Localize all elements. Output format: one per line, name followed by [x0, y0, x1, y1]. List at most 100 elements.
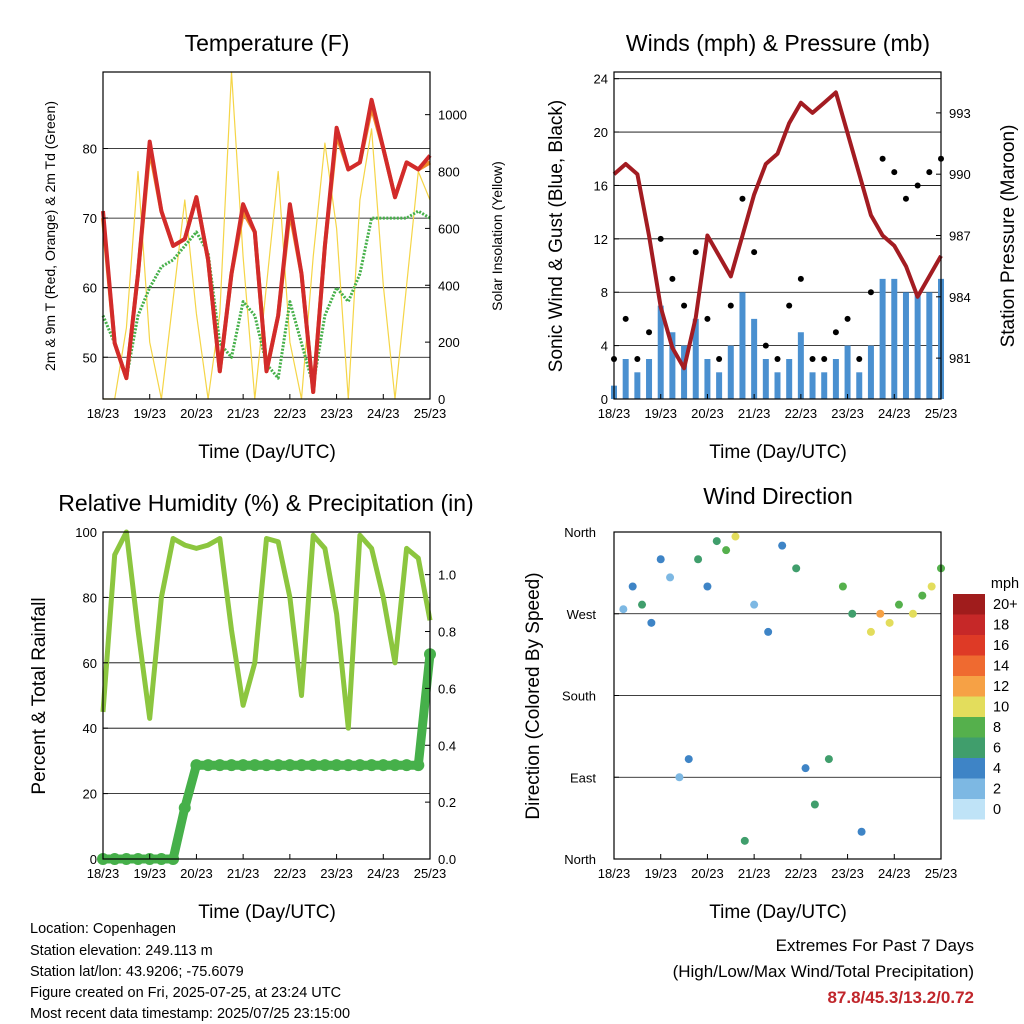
- x-tick-label: 20/23: [691, 866, 724, 881]
- y-tick-label-left: 4: [601, 339, 608, 354]
- y-tick-label-left: 20: [594, 125, 608, 140]
- precipitation-point: [330, 759, 343, 772]
- direction-point: [810, 800, 819, 809]
- winds-ylabel-right: Station Pressure (Maroon): [998, 125, 1019, 348]
- x-tick-label: 24/23: [367, 406, 400, 421]
- legend-label: 12: [993, 679, 1009, 695]
- y-tick-label-right: 987: [949, 229, 971, 244]
- legend-label: 14: [993, 659, 1009, 675]
- temperature-panel: Temperature (F) 18/23 19/23 20/23 21/23 22/2…: [42, 30, 505, 463]
- precipitation-point: [225, 759, 238, 772]
- y-tick-label-left: 24: [594, 72, 608, 87]
- x-tick-label: 18/23: [598, 866, 631, 881]
- winds-ylabel-left: Sonic Wind & Gust (Blue, Black): [546, 100, 567, 372]
- legend-label: 0: [993, 802, 1001, 818]
- x-tick-label: 20/23: [180, 866, 213, 881]
- temperature-ylabel-left: 2m & 9m T (Red, Orange) & 2m Td (Green): [42, 101, 58, 371]
- y-tick-label-left: 50: [83, 350, 97, 365]
- y-tick-label-left: 60: [83, 281, 97, 296]
- direction-point: [764, 627, 773, 636]
- precipitation-point: [412, 759, 425, 772]
- y-tick-label-left: 20: [83, 787, 97, 802]
- info-elevation: Station elevation: 249.113 m: [30, 943, 213, 959]
- x-tick-label: 21/23: [227, 406, 260, 421]
- direction-point: [824, 755, 833, 764]
- info-recent: Most recent data timestamp: 2025/07/25 2…: [30, 1006, 351, 1022]
- precipitation-point: [400, 759, 413, 772]
- gust-point: [867, 289, 874, 296]
- x-tick-label: 23/23: [831, 406, 864, 421]
- direction-panel: Wind Direction 18/23 19/23 20/23 21/23 22/23…: [523, 483, 1019, 923]
- direction-point: [656, 555, 665, 564]
- precipitation-point: [353, 759, 366, 772]
- precipitation-point: [213, 759, 226, 772]
- gust-point: [879, 155, 886, 162]
- x-tick-label: 18/23: [598, 406, 631, 421]
- gust-point: [716, 355, 723, 362]
- gust-point: [646, 329, 653, 336]
- x-tick-label: 19/23: [133, 866, 166, 881]
- gust-point: [751, 249, 758, 256]
- gust-point: [856, 355, 863, 362]
- legend-swatch: [953, 758, 985, 779]
- precipitation-point: [283, 759, 296, 772]
- y-tick-label-right: 400: [438, 278, 460, 293]
- direction-point: [857, 827, 866, 836]
- direction-point: [712, 537, 721, 546]
- y-tick-label-left: 70: [83, 211, 97, 226]
- direction-title: Wind Direction: [703, 483, 853, 509]
- y-tick-label-right: 0: [438, 392, 445, 407]
- direction-point: [722, 546, 731, 555]
- gust-point: [809, 355, 816, 362]
- y-tick-label-left: 0: [90, 852, 97, 867]
- direction-tick-label: West: [567, 607, 597, 622]
- x-tick-label: 23/23: [831, 866, 864, 881]
- y-tick-label-right: 990: [949, 167, 971, 182]
- gust-point: [727, 302, 734, 309]
- extremes-values: 87.8/45.3/13.2/0.72: [827, 988, 974, 1007]
- gust-point: [634, 355, 641, 362]
- direction-xlabel: Time (Day/UTC): [709, 902, 847, 923]
- direction-point: [801, 764, 810, 773]
- legend-label: 18: [993, 618, 1009, 634]
- gust-point: [926, 169, 933, 176]
- y-tick-label-left: 100: [75, 525, 97, 540]
- legend-swatch: [953, 799, 985, 820]
- gust-point: [821, 355, 828, 362]
- x-tick-label: 23/23: [320, 406, 353, 421]
- direction-point: [731, 532, 740, 541]
- legend-label: 8: [993, 720, 1001, 736]
- gust-point: [797, 275, 804, 282]
- direction-point: [666, 573, 675, 582]
- direction-point: [927, 582, 936, 591]
- x-tick-label: 25/23: [414, 406, 447, 421]
- direction-point: [647, 618, 656, 627]
- legend-swatch: [953, 778, 985, 799]
- precipitation-point: [295, 759, 308, 772]
- x-tick-label: 22/23: [274, 866, 307, 881]
- legend-swatch: [953, 737, 985, 758]
- temperature-xlabel: Time (Day/UTC): [198, 442, 336, 463]
- gust-point: [774, 355, 781, 362]
- precipitation-point: [202, 759, 215, 772]
- x-tick-label: 18/23: [87, 406, 120, 421]
- x-tick-label: 24/23: [878, 406, 911, 421]
- y-tick-label-left: 80: [83, 590, 97, 605]
- legend-label: 10: [993, 700, 1009, 716]
- x-tick-label: 20/23: [691, 406, 724, 421]
- gust-point: [622, 315, 629, 322]
- gust-point: [681, 302, 688, 309]
- y-tick-label-right: 993: [949, 106, 971, 121]
- direction-tick-label: North: [564, 525, 596, 540]
- precipitation-point: [342, 759, 355, 772]
- direction-point: [866, 627, 875, 636]
- legend-swatch: [953, 655, 985, 676]
- pressure-line: [612, 90, 943, 371]
- x-tick-label: 18/23: [87, 866, 120, 881]
- x-tick-label: 21/23: [227, 866, 260, 881]
- humidity-plot-frame: [102, 531, 431, 860]
- gust-point: [739, 195, 746, 202]
- extremes-heading: Extremes For Past 7 Days: [775, 936, 974, 955]
- y-tick-label-left: 16: [594, 178, 608, 193]
- precipitation-point: [190, 759, 203, 772]
